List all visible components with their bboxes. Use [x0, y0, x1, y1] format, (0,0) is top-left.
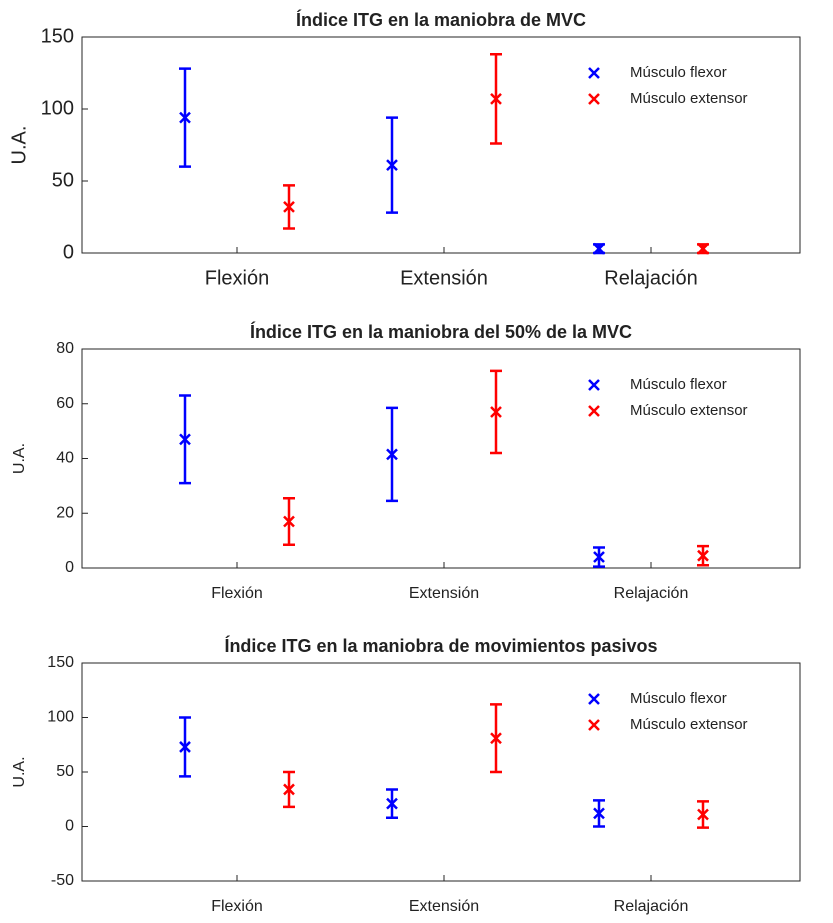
y-tick-label: 150	[41, 25, 74, 47]
chart-title: Índice ITG en la maniobra del 50% de la …	[250, 321, 632, 342]
x-tick-label: Flexión	[205, 267, 269, 289]
marker	[697, 808, 709, 821]
marker	[283, 783, 295, 796]
chart-title: Índice ITG en la maniobra de MVC	[296, 9, 586, 30]
x-tick-label: Extensión	[409, 898, 479, 915]
marker	[490, 732, 502, 745]
legend-label: Músculo extensor	[630, 716, 748, 733]
marker	[283, 201, 295, 213]
legend-marker	[588, 719, 600, 731]
y-axis-label: U.A.	[11, 756, 28, 787]
marker	[283, 515, 295, 528]
y-tick-label: 0	[65, 818, 74, 835]
x-tick-label: Extensión	[409, 585, 479, 602]
legend-label: Músculo flexor	[630, 690, 727, 707]
axes-box	[81, 36, 801, 254]
y-tick-label: 40	[56, 450, 74, 467]
legend-label: Músculo extensor	[630, 402, 748, 419]
legend-marker	[588, 67, 600, 79]
legend-marker	[588, 379, 600, 391]
y-tick-label: 100	[47, 709, 74, 726]
marker	[386, 159, 398, 172]
legend-marker	[588, 405, 600, 417]
x-tick-label: Flexión	[211, 585, 263, 602]
y-tick-label: 20	[56, 504, 74, 521]
legend-marker	[588, 693, 600, 705]
y-tick-label: 60	[56, 395, 74, 412]
marker	[386, 448, 398, 461]
y-axis-label: U.A.	[8, 126, 30, 165]
x-tick-label: Extensión	[400, 267, 488, 289]
y-tick-label: 100	[41, 97, 74, 119]
chart-title: Índice ITG en la maniobra de movimientos…	[224, 635, 657, 656]
legend-label: Músculo extensor	[630, 90, 748, 107]
y-tick-label: 150	[47, 654, 74, 671]
legend-marker	[588, 93, 600, 105]
marker	[386, 797, 398, 810]
marker	[490, 93, 502, 105]
marker	[179, 433, 191, 446]
x-tick-label: Relajación	[604, 267, 697, 289]
y-tick-label: 50	[56, 763, 74, 780]
y-tick-label: 80	[56, 340, 74, 357]
marker	[593, 551, 605, 563]
x-tick-label: Relajación	[614, 585, 689, 602]
marker	[593, 242, 605, 255]
y-tick-label: 0	[65, 559, 74, 576]
x-tick-label: Relajación	[614, 898, 689, 915]
marker	[490, 406, 502, 418]
legend-label: Músculo flexor	[630, 64, 727, 81]
y-axis-label: U.A.	[11, 443, 28, 474]
legend-label: Músculo flexor	[630, 376, 727, 393]
marker	[697, 549, 709, 562]
marker	[179, 741, 191, 753]
y-tick-label: -50	[51, 872, 74, 889]
marker	[179, 111, 191, 124]
y-tick-label: 50	[52, 169, 74, 191]
marker	[697, 242, 709, 255]
marker	[593, 807, 605, 820]
x-tick-label: Flexión	[211, 898, 263, 915]
y-tick-label: 0	[63, 241, 74, 263]
